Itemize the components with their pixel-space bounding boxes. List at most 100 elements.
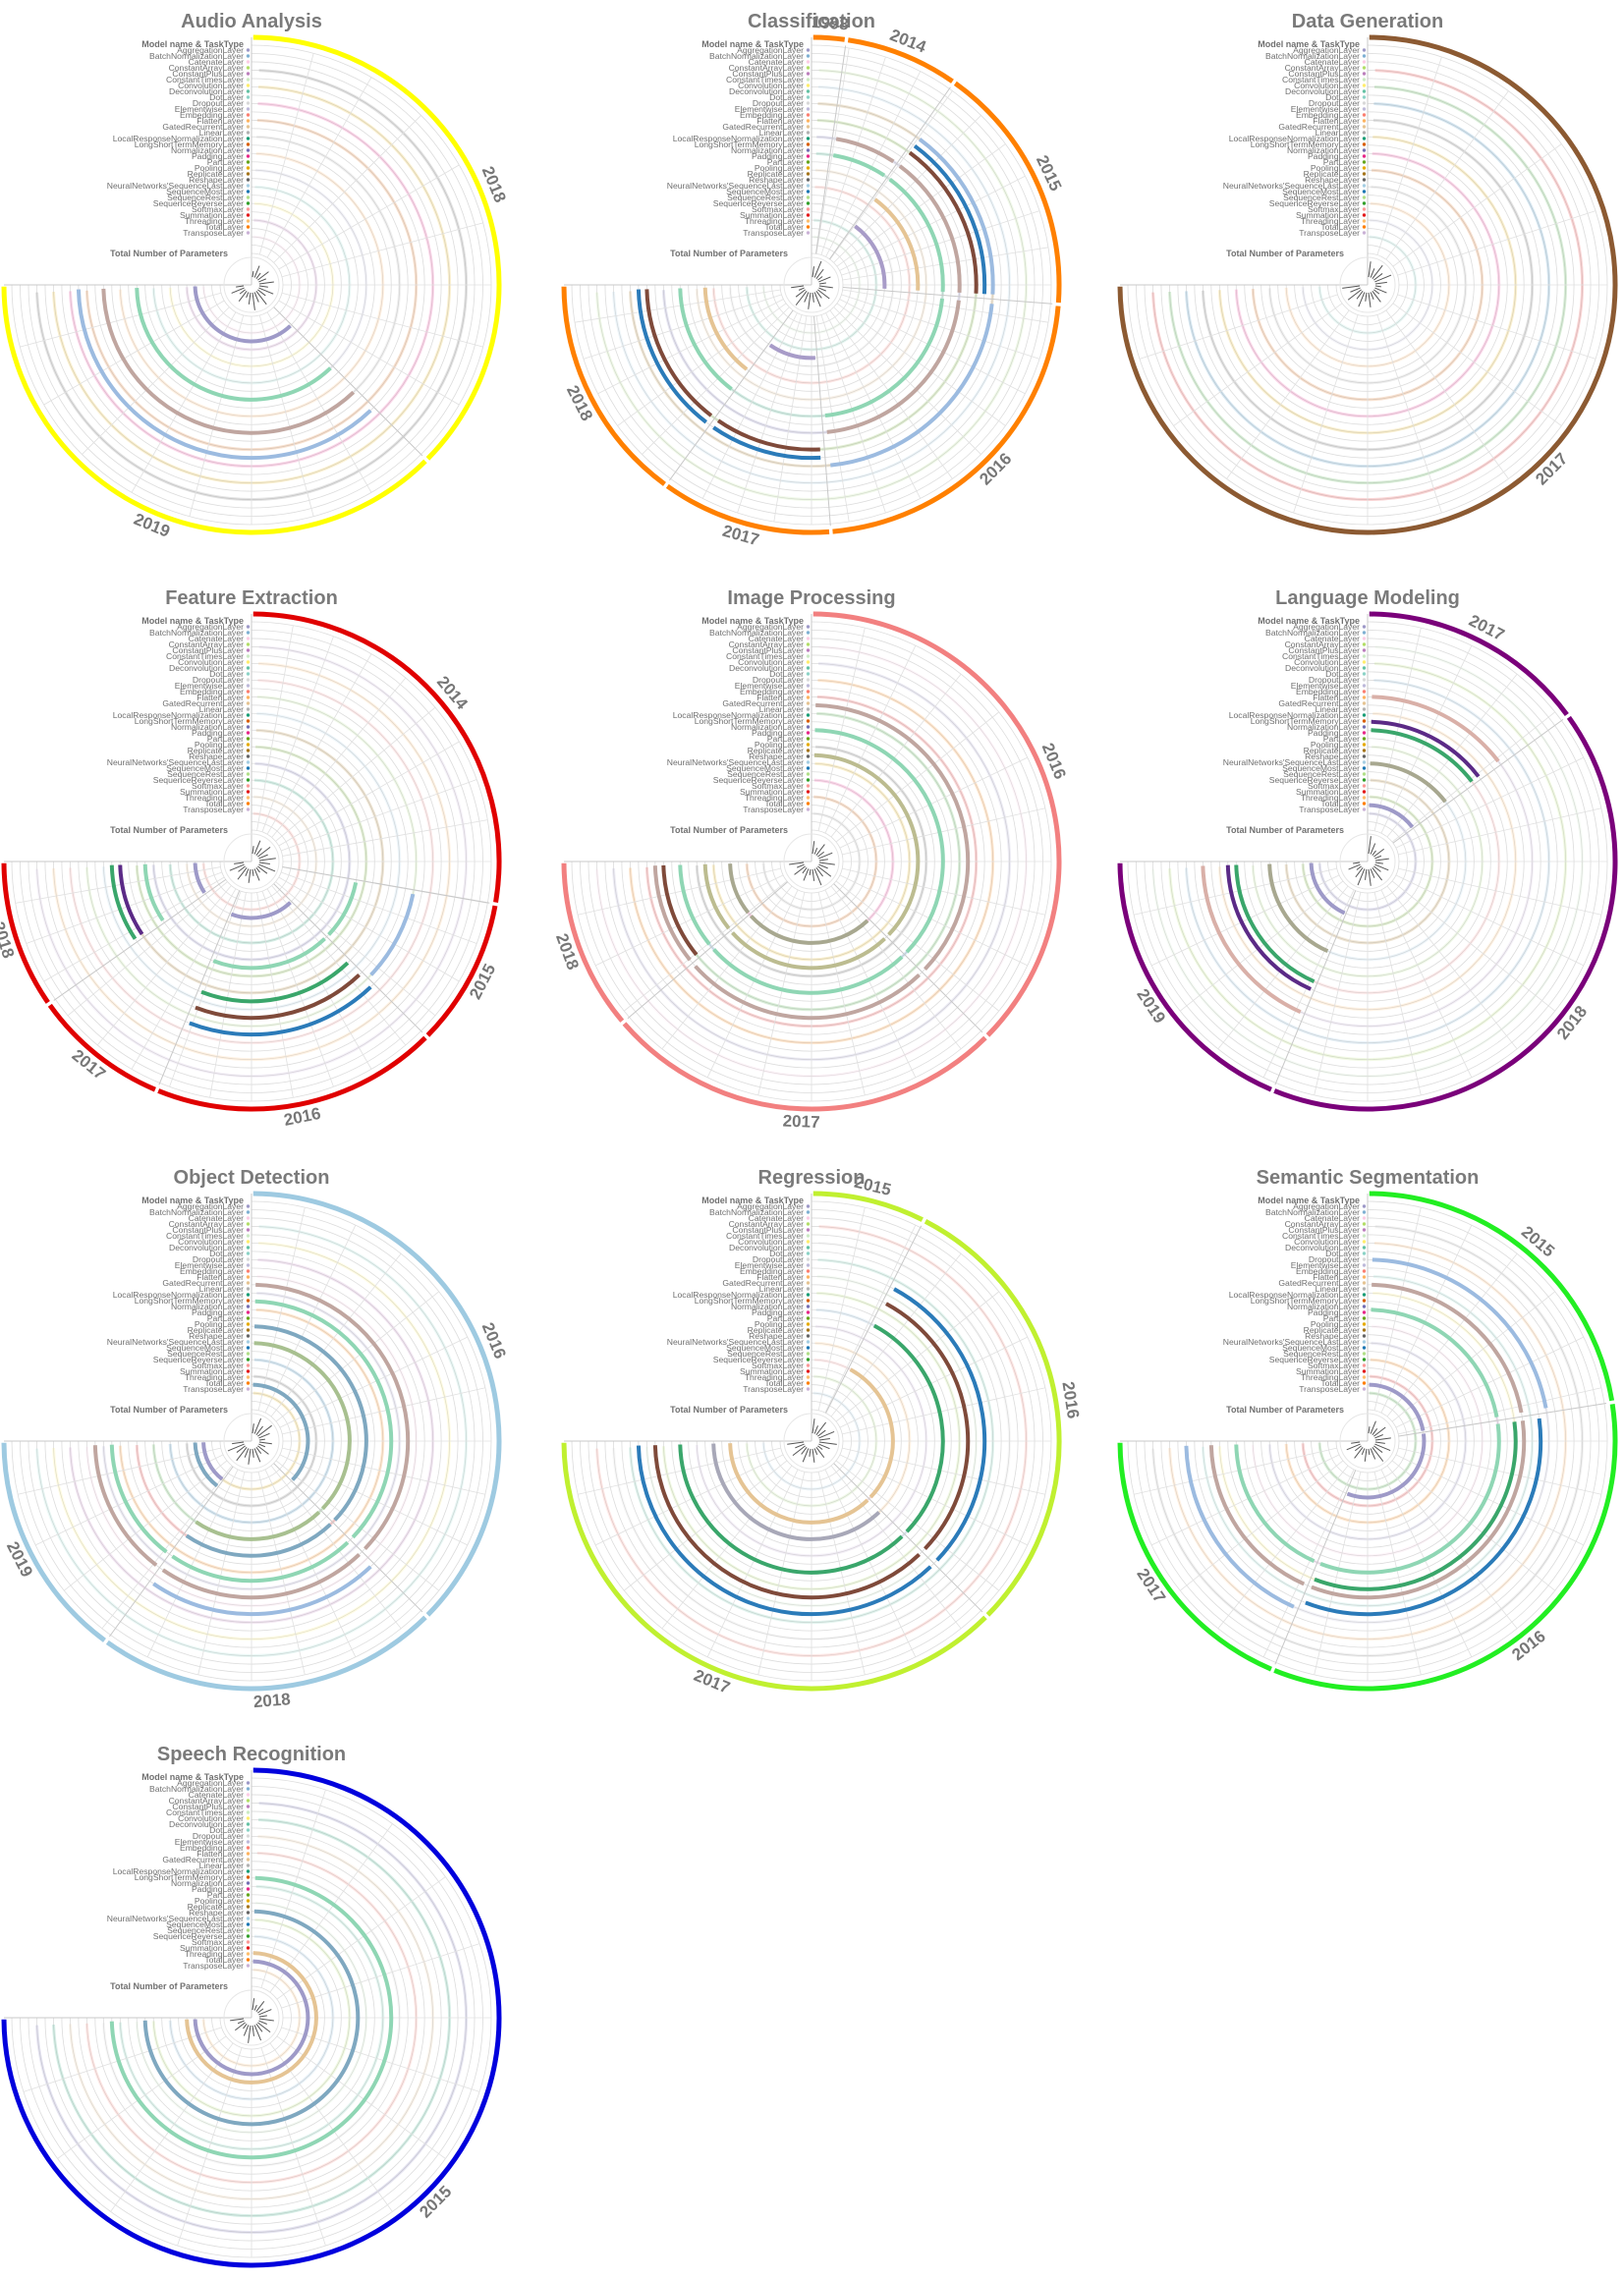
label-wedge xyxy=(566,39,812,285)
parameter-tick xyxy=(1372,1447,1384,1462)
layer-color-dot xyxy=(1362,54,1367,58)
grid-ring xyxy=(1302,1375,1433,1507)
layer-type-label: NeuralNetworks'SequenceLastLayer xyxy=(1223,181,1360,191)
layer-color-dot xyxy=(1362,642,1367,646)
layer-type-label: DropoutLayer xyxy=(193,675,244,685)
label-wedge xyxy=(1122,1196,1368,1441)
layer-color-dot xyxy=(246,1846,251,1850)
layer-color-dot xyxy=(246,1905,251,1909)
layer-color-dot xyxy=(806,778,811,782)
layer-type-label: AggregationLayer xyxy=(737,1201,804,1211)
parameter-tick xyxy=(236,1445,246,1453)
layer-type-label: NeuralNetworks'SequenceLastLayer xyxy=(1223,1337,1360,1347)
year-band-arc xyxy=(1273,715,1618,1112)
spoke-line xyxy=(1386,673,1518,838)
parameter-tick xyxy=(813,868,822,886)
spoke-line xyxy=(275,881,436,1017)
parameter-tick xyxy=(1357,868,1366,886)
layer-type-label: PaddingLayer xyxy=(752,728,804,738)
year-band-arc xyxy=(1,1442,106,1642)
layer-type-label: FlattenLayer xyxy=(756,1272,804,1282)
parameter-tick xyxy=(255,2001,265,2012)
layer-arc-faint xyxy=(1317,811,1418,912)
grid-ring xyxy=(1218,136,1517,434)
layer-color-dot xyxy=(246,225,251,229)
panel-title: Semantic Segmentation xyxy=(1257,1167,1480,1189)
spoke-line xyxy=(43,300,225,406)
layer-type-label: LongShortTermMemoryLayer xyxy=(695,139,804,149)
parameter-tick xyxy=(798,287,805,291)
layer-color-dot xyxy=(1362,225,1367,229)
layer-type-label: ConvolutionLayer xyxy=(1294,81,1360,90)
layer-color-dot xyxy=(246,1858,251,1862)
layer-color-dot xyxy=(246,1952,251,1956)
layer-color-dot xyxy=(246,1940,251,1944)
layer-arc-faint xyxy=(151,1918,352,2118)
grid-ring xyxy=(85,1852,418,2184)
spoke-line xyxy=(839,1454,1029,1546)
layer-color-dot xyxy=(246,1781,251,1785)
layer-type-label: SequenceReverseLayer xyxy=(1269,1355,1360,1364)
layer-ring-arc xyxy=(212,937,326,971)
layer-color-dot xyxy=(1362,113,1367,117)
spoke-line xyxy=(1314,892,1362,1095)
parameter-tick xyxy=(795,291,808,306)
parameter-tick xyxy=(817,289,830,300)
layer-type-label: ReplicateLayer xyxy=(188,169,244,179)
spoke-line xyxy=(841,210,1040,276)
spoke-line xyxy=(1179,880,1344,1012)
spoke-line xyxy=(830,673,962,838)
spoke-line xyxy=(258,53,314,255)
layer-color-dot xyxy=(806,754,811,758)
parameter-tick xyxy=(257,865,268,874)
grid-ring xyxy=(1268,1342,1467,1540)
year-band-arc xyxy=(252,34,502,461)
layer-type-label: TransposeLayer xyxy=(1299,228,1360,238)
layer-type-label: LocalResponseNormalizationLayer xyxy=(113,1290,244,1300)
parameter-tick xyxy=(237,2020,245,2025)
layer-ring-arc xyxy=(1309,862,1346,916)
layer-color-dot xyxy=(806,1293,811,1297)
layer-type-label: SequenceMostLayer xyxy=(166,763,244,773)
params-label: Total Number of Parameters xyxy=(110,1405,228,1415)
parameter-tick xyxy=(1368,836,1372,855)
layer-type-label: TransposeLayer xyxy=(743,1384,804,1394)
layer-color-dot xyxy=(806,1340,811,1344)
spoke-line xyxy=(256,625,294,831)
layer-color-dot xyxy=(246,1216,251,1220)
layer-color-dot xyxy=(806,807,811,811)
year-divider xyxy=(842,287,1053,305)
layer-type-label: ConstantPlusLayer xyxy=(732,1225,804,1235)
year-band-arc xyxy=(847,37,954,83)
layer-color-dot xyxy=(246,802,251,806)
parameter-tick xyxy=(815,1447,825,1458)
layer-type-label: GatedRecurrentLayer xyxy=(722,698,804,708)
layer-type-label: ReplicateLayer xyxy=(1304,1325,1360,1335)
layer-type-label: FlattenLayer xyxy=(196,116,244,126)
parameter-tick xyxy=(252,271,254,278)
layer-color-dot xyxy=(246,690,251,694)
layer-type-label: ConstantTimesLayer xyxy=(726,651,804,661)
parameter-tick xyxy=(258,1438,265,1441)
layer-color-dot xyxy=(246,1899,251,1903)
layer-type-label: ThreadingLayer xyxy=(745,216,804,226)
grid-ring xyxy=(1136,1209,1599,1673)
parameter-tick xyxy=(255,2024,263,2032)
layer-color-dot xyxy=(1362,60,1367,64)
layer-color-dot xyxy=(806,1369,811,1373)
year-label: 2016 xyxy=(976,449,1015,488)
layer-color-dot xyxy=(246,754,251,758)
grid-ring xyxy=(1194,688,1541,1035)
parameter-tick xyxy=(252,1998,255,2011)
panel-title: Speech Recognition xyxy=(157,1744,346,1765)
grid-ring xyxy=(94,1861,409,2175)
parameter-tick xyxy=(795,1443,805,1449)
parameter-tick xyxy=(808,292,812,309)
parameter-tick xyxy=(258,278,266,283)
layer-type-label: ConstantArrayLayer xyxy=(1285,63,1361,73)
parameter-tick xyxy=(817,1429,826,1437)
layer-arc-faint xyxy=(68,1834,435,2201)
layer-type-label: SequenceMostLayer xyxy=(1282,1343,1360,1353)
layer-ring-arc xyxy=(253,1341,352,1511)
